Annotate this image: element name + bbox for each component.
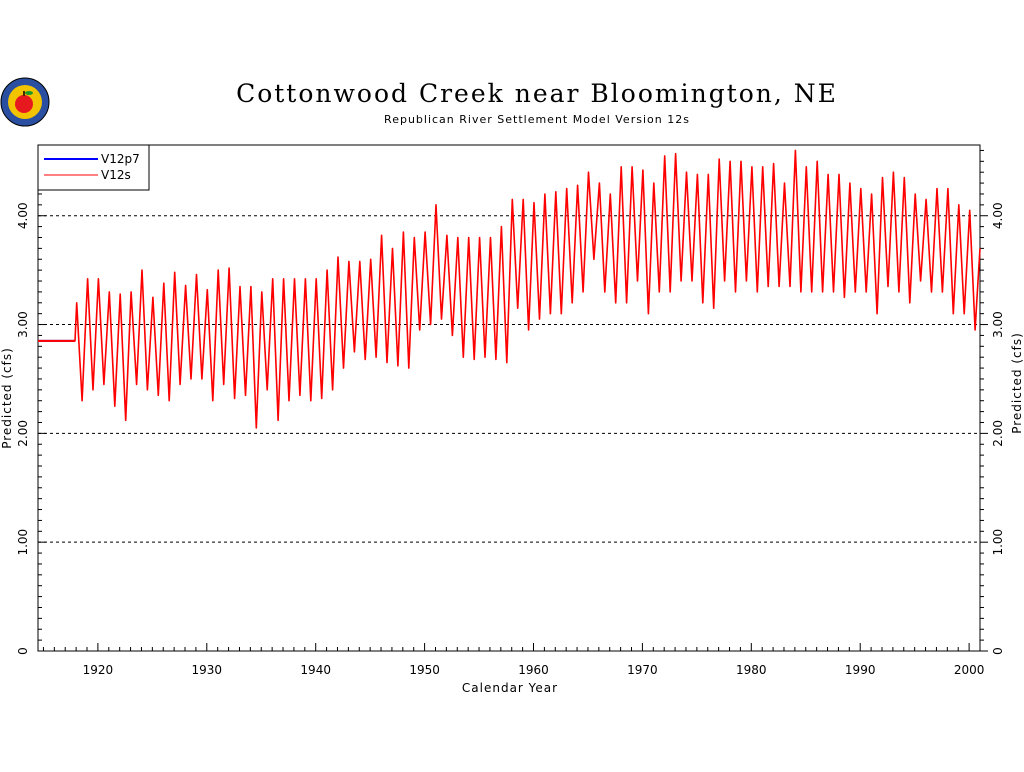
tick-label-layer: 1920 1930 1940 1950 1960 1970 1980 1990 2000 0 0 1.… [16, 202, 1005, 677]
y-tick-label-right: 1.00 [991, 529, 1005, 556]
y-tick-label-right: 3.00 [991, 311, 1005, 338]
y-tick-label-right: 2.00 [991, 420, 1005, 447]
y-tick-label-right: 4.00 [991, 202, 1005, 229]
x-tick-label: 1930 [192, 663, 223, 677]
y-tick-label-left: 2.00 [16, 420, 30, 447]
x-tick-label: 1920 [83, 663, 114, 677]
x-tick-label: 1960 [518, 663, 549, 677]
apple-seal-logo [0, 77, 50, 127]
chart-subtitle: Republican River Settlement Model Versio… [384, 113, 690, 126]
grid-layer [38, 215, 980, 543]
x-tick-label: 2000 [954, 663, 985, 677]
y-tick-label-left: 1.00 [16, 529, 30, 556]
y-tick-label-left: 0 [16, 647, 30, 655]
legend-label-v12s: V12s [101, 168, 131, 182]
legend-label-v12p7: V12p7 [101, 152, 140, 166]
plot-area [37, 144, 981, 652]
x-axis-title: Calendar Year [462, 681, 558, 695]
y-tick-label-left: 4.00 [16, 202, 30, 229]
y-axis-title-left: Predicted (cfs) [0, 347, 14, 449]
series-layer [38, 149, 981, 429]
chart-title: Cottonwood Creek near Bloomington, NE [236, 79, 838, 108]
legend: V12p7 V12s [37, 144, 150, 191]
tick-layer [38, 149, 988, 652]
y-axis-title-right: Predicted (cfs) [1010, 332, 1024, 434]
legend-box [37, 144, 150, 191]
x-tick-label: 1990 [845, 663, 876, 677]
x-tick-label: 1940 [300, 663, 331, 677]
y-tick-label-left: 3.00 [16, 311, 30, 338]
y-tick-label-right: 0 [991, 647, 1005, 655]
series-line-v12s [38, 149, 981, 429]
x-tick-label: 1970 [627, 663, 658, 677]
x-tick-label: 1950 [409, 663, 440, 677]
x-tick-label: 1980 [736, 663, 767, 677]
